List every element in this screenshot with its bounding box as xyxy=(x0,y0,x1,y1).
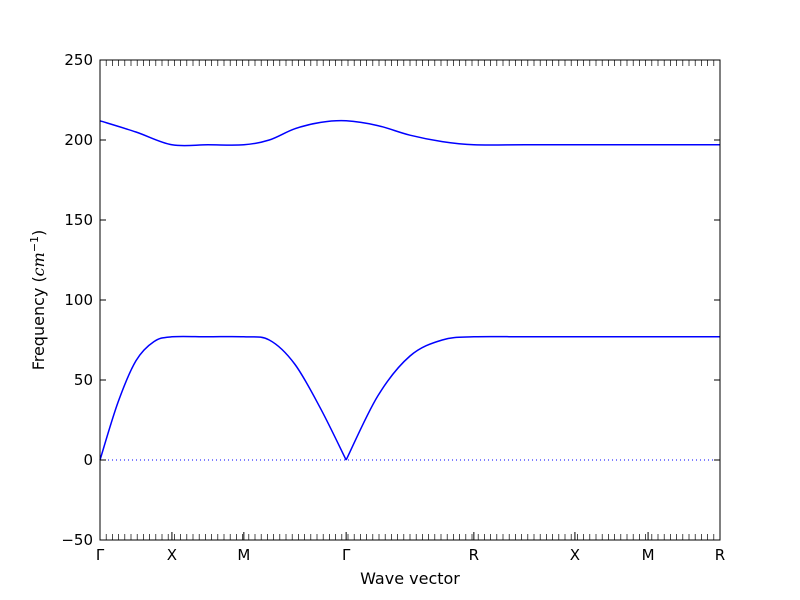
band-1-line xyxy=(99,119,720,147)
x-tick-label-r: R xyxy=(715,546,725,564)
y-tick-label: 250 xyxy=(64,51,93,69)
y-tick-label: 50 xyxy=(74,371,93,389)
y-axis-title: Frequency (cm−1) xyxy=(28,230,49,371)
y-axis-title-close: ) xyxy=(29,230,48,236)
y-axis-unit-exp: −1 xyxy=(28,236,41,252)
x-tick-label-m: M xyxy=(642,546,655,564)
tick-layer: −50 0 50 100 150 200 250 Γ X M Γ R X M R xyxy=(61,51,725,564)
band-2-line xyxy=(99,335,720,461)
series-layer xyxy=(99,119,720,461)
y-tick-label: 100 xyxy=(64,291,93,309)
x-tick-label-gamma: Γ xyxy=(342,546,351,564)
y-tick-label: 0 xyxy=(83,451,93,469)
y-axis-unit-base: cm xyxy=(29,252,48,276)
y-tick-label: −50 xyxy=(61,531,93,549)
y-tick-label: 150 xyxy=(64,211,93,229)
x-axis-title: Wave vector xyxy=(360,569,460,588)
x-tick-label-r: R xyxy=(469,546,479,564)
x-tick-label-x: X xyxy=(570,546,580,564)
y-tick-label: 200 xyxy=(64,131,93,149)
x-tick-label-m: M xyxy=(237,546,250,564)
x-tick-label-gamma: Γ xyxy=(96,546,105,564)
plot-frame xyxy=(99,59,721,541)
y-axis-title-text: Frequency ( xyxy=(29,276,48,370)
x-tick-label-x: X xyxy=(167,546,177,564)
